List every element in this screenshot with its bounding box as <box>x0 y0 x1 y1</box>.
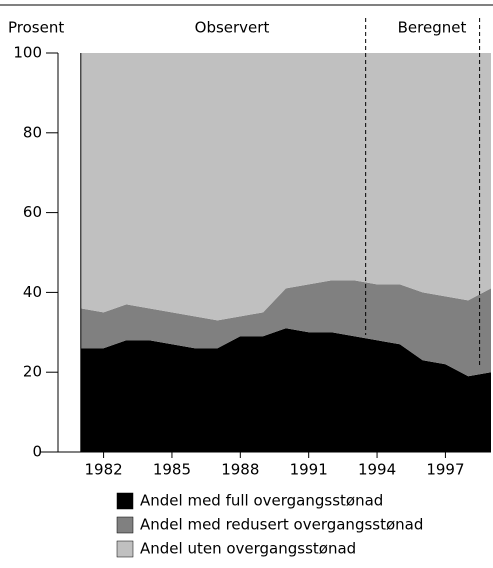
annotation: Observert <box>195 19 270 37</box>
y-tick-label: 20 <box>23 363 42 381</box>
legend-swatch <box>116 492 134 510</box>
x-tick-label: 1988 <box>221 461 259 479</box>
area <box>80 328 491 452</box>
y-tick-label: 80 <box>23 123 42 141</box>
y-tick-label: 100 <box>13 44 42 62</box>
x-tick-label: 1994 <box>358 461 396 479</box>
x-tick-label: 1991 <box>290 461 328 479</box>
legend-label: Andel uten overgangsstønad <box>140 540 356 558</box>
area <box>80 53 491 321</box>
legend-label: Andel med redusert overgangsstønad <box>140 516 423 534</box>
area <box>80 280 491 377</box>
x-tick-label: 1997 <box>426 461 464 479</box>
x-tick-label: 1982 <box>84 461 122 479</box>
y-tick-label: 40 <box>23 283 42 301</box>
legend-swatch <box>116 516 134 534</box>
y-tick-label: 60 <box>23 203 42 221</box>
x-tick-label: 1985 <box>153 461 191 479</box>
annotation: Beregnet <box>398 19 467 37</box>
y-axis-label: Prosent <box>8 19 64 37</box>
legend-label: Andel med full overgangsstønad <box>140 492 383 510</box>
y-tick-label: 0 <box>32 443 42 461</box>
legend-swatch <box>116 540 134 558</box>
